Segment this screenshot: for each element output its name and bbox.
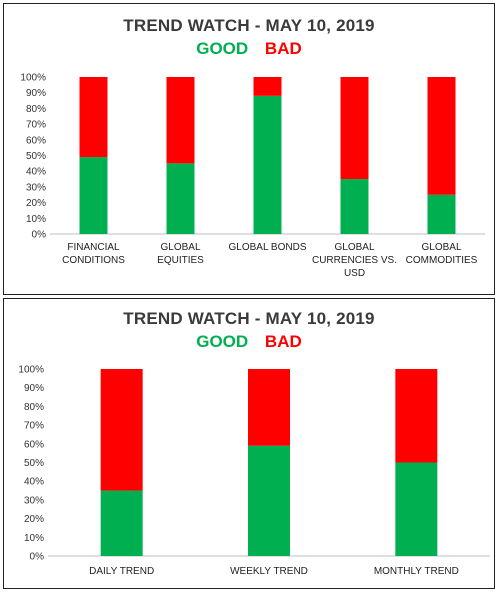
bar-bad-3 [395,369,438,463]
bar-good-3 [253,95,282,234]
bar-bad-2 [248,369,290,446]
y-tick-label: 40% [26,167,46,178]
y-tick-label: 90% [26,88,46,99]
y-tick-label: 20% [24,514,44,525]
bar-bad-3 [253,77,282,96]
legend-bad: BAD [264,332,302,351]
y-tick-label: 0% [32,230,47,241]
chart-1: 0% 10% 20% 30% 40% 50% 60% 70% 80% 90% 100% FINANCI… [20,73,485,279]
bar-bad-5 [427,77,456,195]
y-tick-label: 80% [26,104,46,115]
y-tick-label: 90% [24,383,44,394]
y-tick-label: 70% [26,120,46,131]
x-category-label: FINANCIAL CONDITIONS [62,242,125,266]
bar-bad-1 [79,77,108,158]
bar-bad-2 [166,77,195,164]
x-category-label: GLOBAL COMMODITIES [406,242,478,266]
y-tick-label: 50% [24,458,44,469]
bar-good-2 [166,163,195,234]
bar-good-4 [340,179,369,234]
bar-good-1 [79,157,108,234]
x-category-label: WEEKLY TREND [230,566,308,577]
bar-good-1 [100,490,143,556]
legend: GOOD BAD [4,39,494,59]
y-tick-label: 30% [26,182,46,193]
x-category-label: GLOBAL BONDS [229,242,307,253]
legend-bad: BAD [264,39,302,58]
y-tick-label: 10% [26,214,46,225]
chart-title: TREND WATCH - MAY 10, 2019 [123,309,375,328]
bar-good-2 [248,445,290,556]
x-category-label: GLOBAL EQUITIES [157,242,204,266]
y-tick-label: 60% [24,439,44,450]
legend: GOOD BAD [4,332,494,352]
y-tick-label: 20% [26,198,46,209]
y-tick-label: 60% [26,135,46,146]
x-category-label: MONTHLY TREND [374,566,459,577]
bar-bad-4 [340,77,369,180]
y-tick-label: 50% [26,151,46,162]
y-tick-label: 80% [24,402,44,413]
y-tick-label: 0% [30,552,45,563]
legend-good: GOOD [196,332,249,351]
chart-panel-1: TREND WATCH - MAY 10, 2019 GOOD BAD 0% 10… [3,3,495,295]
y-tick-label: 30% [24,495,44,506]
chart-2: 0% 10% 20% 30% 40% 50% 60% 70% 80% 90% 100% DAILY T… [18,365,490,577]
y-tick-label: 10% [24,533,44,544]
y-tick-label: 70% [24,421,44,432]
x-category-label: GLOBAL CURRENCIES VS. USD [312,242,397,279]
chart-panel-2: TREND WATCH - MAY 10, 2019 GOOD BAD 0% 10… [3,298,495,589]
y-tick-label: 100% [20,73,46,84]
y-tick-label: 40% [24,477,44,488]
bar-good-5 [427,194,456,234]
bar-bad-1 [100,369,143,491]
legend-good: GOOD [196,39,249,58]
chart-title: TREND WATCH - MAY 10, 2019 [123,16,375,35]
x-category-label: DAILY TREND [89,566,154,577]
bar-good-3 [395,462,438,556]
y-tick-label: 100% [18,365,44,376]
